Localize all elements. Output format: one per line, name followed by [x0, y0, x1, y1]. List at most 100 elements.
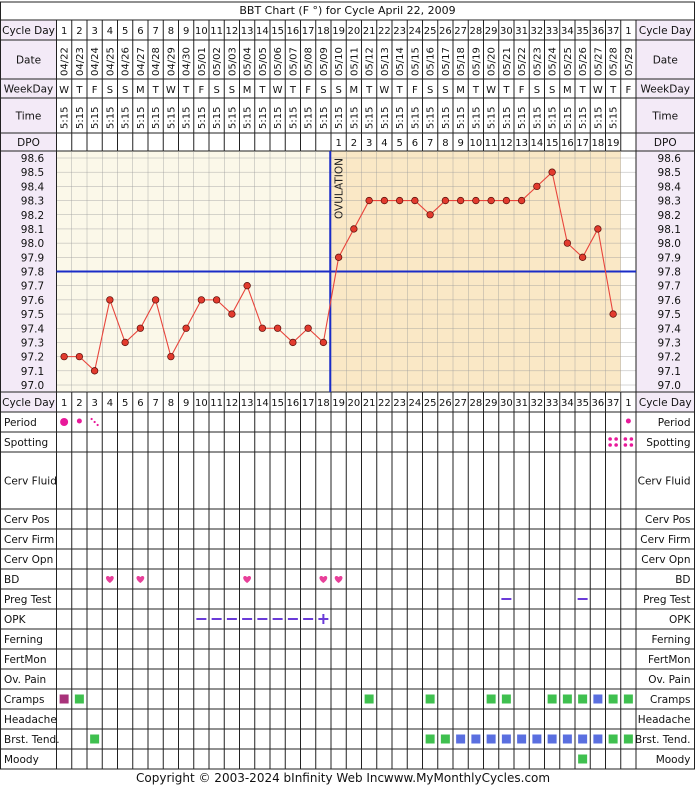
weekday-letter: S [107, 85, 113, 96]
dpo-number: 11 [485, 138, 498, 149]
date-label: 04/24 [90, 47, 101, 76]
cycle-day-number: 37 [607, 26, 620, 37]
y-tick-label-right: 98.3 [658, 196, 681, 208]
date-label: 04/25 [105, 47, 116, 76]
y-tick-label-right: 97.1 [658, 366, 681, 378]
period-dot-icon [60, 418, 69, 426]
cycle-day-number-bottom: 10 [195, 398, 208, 409]
row-label-right: Cramps [650, 694, 690, 706]
row-label: Period [4, 417, 37, 429]
temperature-point [548, 168, 556, 176]
cycle-day-number: 28 [470, 26, 483, 37]
y-tick-label: 97.0 [21, 380, 44, 392]
weekday-letter: S [442, 85, 448, 96]
cycle-day-number-bottom: 7 [152, 398, 158, 409]
weekday-letter: T [609, 85, 617, 96]
dpo-number: 15 [546, 138, 559, 149]
time-label: 5:15 [471, 107, 482, 129]
cycle-day-number: 6 [137, 26, 143, 37]
row-label: BD [4, 574, 19, 586]
cycle-day-number: 10 [195, 26, 208, 37]
temperature-point [426, 211, 434, 219]
time-label: 5:15 [349, 107, 360, 129]
severity-square-icon [578, 754, 588, 764]
cycle-day-number-bottom: 26 [439, 398, 452, 409]
weekday-letter: F [412, 85, 418, 96]
weekday-letter: T [579, 85, 587, 96]
temperature-point [395, 196, 404, 205]
severity-square-icon [364, 694, 374, 704]
row-label: FertMon [4, 654, 47, 666]
y-tick-label-right: 98.2 [658, 210, 681, 222]
severity-square-icon [593, 734, 603, 744]
cycle-day-number: 31 [515, 26, 528, 37]
cycle-day-number-bottom: 21 [363, 398, 376, 409]
severity-square-icon [501, 734, 511, 744]
header-label-cell [0, 79, 57, 98]
time-label: 5:15 [578, 107, 589, 129]
cycle-day-number: 3 [91, 26, 97, 37]
chart-title: BBT Chart (F °) for Cycle April 22, 2009 [239, 4, 455, 17]
time-label: 5:15 [334, 107, 345, 129]
header-label-cell [636, 392, 695, 412]
row-label-right: OPK [669, 614, 692, 626]
date-label: 05/27 [593, 47, 604, 76]
severity-square-icon [608, 694, 618, 704]
cycle-day-number-bottom: 3 [91, 398, 97, 409]
cycle-day-number: 21 [363, 26, 376, 37]
row-label: Cerv Fluid [4, 476, 57, 488]
severity-square-icon [59, 694, 69, 704]
time-label: 5:15 [593, 107, 604, 129]
temperature-point [136, 324, 145, 332]
weekday-letter: T [182, 85, 190, 96]
y-tick-label: 97.6 [21, 295, 45, 307]
y-tick-label: 98.1 [21, 224, 44, 236]
y-tick-label: 98.5 [21, 167, 44, 179]
cycle-day-number: 15 [271, 26, 284, 37]
period-spot-icon [93, 420, 96, 424]
time-label: 5:15 [212, 107, 223, 129]
cycle-day-number: 18 [317, 26, 330, 37]
time-label: 5:15 [441, 107, 452, 129]
weekday-letter: T [152, 85, 160, 96]
cycle-day-number: 20 [348, 26, 361, 37]
cycle-day-number-bottom: 30 [500, 398, 513, 409]
cycle-day-number: 17 [302, 26, 315, 37]
temperature-point [502, 196, 511, 205]
row-label-cell [0, 709, 57, 729]
temperature-point [472, 196, 480, 205]
spotting-dot-icon [623, 443, 628, 447]
row-label: Cramps [4, 694, 44, 706]
y-tick-label: 97.7 [21, 281, 44, 293]
date-label: 05/05 [258, 47, 269, 76]
label-cycle-day: Cycle Day [2, 25, 55, 37]
cycle-day-number-bottom: 6 [137, 398, 143, 409]
temperature-point [411, 196, 419, 205]
time-label: 5:15 [365, 107, 376, 129]
header-label-cell [636, 133, 695, 151]
date-label: 05/17 [441, 47, 452, 76]
cycle-day-number-bottom: 36 [592, 398, 605, 409]
date-label: 05/07 [288, 47, 299, 76]
dpo-number: 9 [457, 138, 463, 149]
weekday-letter: M [136, 85, 145, 96]
date-label: 05/09 [319, 47, 330, 76]
cycle-day-number: 23 [393, 26, 406, 37]
header-label-cell [0, 40, 57, 79]
severity-square-icon [593, 694, 603, 704]
cycle-day-number-bottom: 11 [210, 398, 223, 409]
severity-square-icon [74, 694, 84, 704]
temperature-point [258, 324, 267, 332]
y-tick-label-right: 97.0 [658, 380, 681, 392]
cycle-day-number-bottom: 1 [625, 398, 631, 409]
weekday-letter: T [472, 85, 480, 96]
temperature-point [594, 225, 602, 233]
header-label-cell [0, 20, 57, 40]
row-label-cell [0, 669, 57, 689]
temperature-point [182, 324, 190, 332]
bd-heart-icon [319, 575, 328, 583]
temperature-point [75, 352, 84, 361]
dpo-number: 6 [412, 138, 418, 149]
time-label: 5:15 [75, 107, 86, 129]
row-label-right: Cerv Opn [641, 554, 690, 566]
